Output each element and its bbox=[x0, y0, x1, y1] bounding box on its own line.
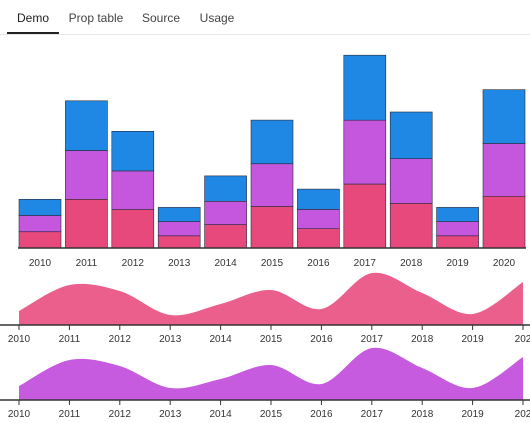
stream-1-x-tick-9: 2019 bbox=[461, 334, 484, 345]
bar-2019-segment-3[interactable] bbox=[436, 207, 479, 222]
bar-x-tick-2016: 2016 bbox=[307, 258, 330, 269]
bar-x-tick-2018: 2018 bbox=[400, 258, 423, 269]
stream-1-x-tick-8: 2018 bbox=[411, 334, 434, 345]
bar-2014-segment-3[interactable] bbox=[204, 175, 247, 202]
bar-2011-segment-3[interactable] bbox=[65, 100, 108, 151]
bar-2012-segment-3[interactable] bbox=[111, 131, 155, 172]
area-chart-red: 2010 2011 2012 2013 2014 2015 2016 2017 2018 2019… bbox=[0, 272, 530, 345]
stream-2-x-tick-10: 202 bbox=[515, 409, 530, 420]
bar-x-tick-2020: 2020 bbox=[493, 258, 516, 269]
stream-1-x-tick-4: 2014 bbox=[209, 334, 232, 345]
stream-1-x-tick-7: 2017 bbox=[361, 334, 384, 345]
area-series-stream-2[interactable] bbox=[19, 347, 523, 400]
stream-2-x-tick-2: 2012 bbox=[109, 409, 132, 420]
bar-2018-segment-2[interactable] bbox=[389, 158, 433, 204]
bar-2012-segment-1[interactable] bbox=[111, 209, 155, 249]
bar-2012-segment-2[interactable] bbox=[111, 170, 155, 210]
bar-2010-segment-3[interactable] bbox=[18, 199, 62, 216]
stream-2-x-tick-3: 2013 bbox=[159, 409, 182, 420]
bar-2020-segment-2[interactable] bbox=[482, 143, 526, 197]
bar-2016-segment-1[interactable] bbox=[297, 228, 340, 249]
bar-2017-segment-3[interactable] bbox=[343, 54, 387, 121]
bar-2019-segment-1[interactable] bbox=[436, 235, 479, 249]
bar-x-tick-2014: 2014 bbox=[214, 258, 237, 269]
bar-2010-segment-1[interactable] bbox=[18, 231, 62, 249]
stream-1-x-tick-5: 2015 bbox=[260, 334, 283, 345]
tab-source[interactable]: Source bbox=[141, 11, 181, 25]
bar-2015-segment-3[interactable] bbox=[250, 119, 294, 164]
bar-x-tick-2013: 2013 bbox=[168, 258, 191, 269]
area-series-stream-1[interactable] bbox=[19, 272, 523, 325]
tab-demo[interactable]: Demo bbox=[16, 11, 49, 25]
stacked-bar-chart: 2010 2011 2012 2013 2014 2015 2016 2017 2018 2019… bbox=[18, 54, 526, 269]
bar-2019-segment-2[interactable] bbox=[436, 221, 479, 237]
bar-2016-segment-3[interactable] bbox=[297, 188, 340, 210]
bar-2015-segment-1[interactable] bbox=[250, 206, 294, 249]
area-chart-purple: 2010 2011 2012 2013 2014 2015 2016 2017 2018 2019… bbox=[0, 347, 530, 420]
stream-1-x-tick-2: 2012 bbox=[109, 334, 132, 345]
tab-prop-table[interactable]: Prop table bbox=[68, 11, 124, 25]
bar-2010-segment-2[interactable] bbox=[18, 215, 62, 233]
bar-2016-segment-2[interactable] bbox=[297, 209, 340, 229]
stream-2-x-tick-6: 2016 bbox=[310, 409, 333, 420]
bar-x-tick-2019: 2019 bbox=[446, 258, 469, 269]
stream-1-x-tick-3: 2013 bbox=[159, 334, 182, 345]
stream-2-x-tick-4: 2014 bbox=[209, 409, 232, 420]
bar-2020-segment-3[interactable] bbox=[482, 89, 526, 144]
stream-1-x-tick-1: 2011 bbox=[59, 334, 81, 345]
bar-2015-segment-2[interactable] bbox=[250, 163, 294, 207]
bar-2013-segment-3[interactable] bbox=[157, 207, 201, 222]
stream-2-x-tick-8: 2018 bbox=[411, 409, 434, 420]
bar-x-tick-2011: 2011 bbox=[76, 258, 98, 269]
stream-2-x-tick-7: 2017 bbox=[361, 409, 384, 420]
bar-2011-segment-2[interactable] bbox=[65, 150, 108, 200]
bar-x-tick-2017: 2017 bbox=[354, 258, 377, 269]
bar-2013-segment-1[interactable] bbox=[157, 235, 201, 249]
bar-x-tick-2012: 2012 bbox=[122, 258, 145, 269]
bar-2017-segment-1[interactable] bbox=[343, 183, 387, 249]
stream-1-x-tick-0: 2010 bbox=[8, 334, 31, 345]
stream-2-x-tick-0: 2010 bbox=[8, 409, 31, 420]
bar-x-tick-2010: 2010 bbox=[29, 258, 52, 269]
stream-1-x-tick-6: 2016 bbox=[310, 334, 333, 345]
bar-2014-segment-1[interactable] bbox=[204, 224, 247, 249]
tab-bar: Demo Prop table Source Usage bbox=[0, 0, 530, 35]
stream-1-x-tick-10: 202 bbox=[515, 334, 530, 345]
bar-2011-segment-1[interactable] bbox=[65, 199, 108, 249]
stream-2-x-tick-1: 2011 bbox=[59, 409, 81, 420]
bar-2017-segment-2[interactable] bbox=[343, 119, 387, 185]
bar-2013-segment-2[interactable] bbox=[157, 221, 201, 237]
bar-2014-segment-2[interactable] bbox=[204, 201, 247, 225]
active-tab-indicator bbox=[7, 32, 59, 34]
stream-2-x-tick-9: 2019 bbox=[461, 409, 484, 420]
bar-2018-segment-3[interactable] bbox=[389, 111, 433, 160]
tab-usage[interactable]: Usage bbox=[199, 11, 235, 25]
stream-2-x-tick-5: 2015 bbox=[260, 409, 283, 420]
bar-2020-segment-1[interactable] bbox=[482, 195, 526, 249]
bar-x-tick-2015: 2015 bbox=[261, 258, 284, 269]
bar-2018-segment-1[interactable] bbox=[389, 203, 433, 249]
